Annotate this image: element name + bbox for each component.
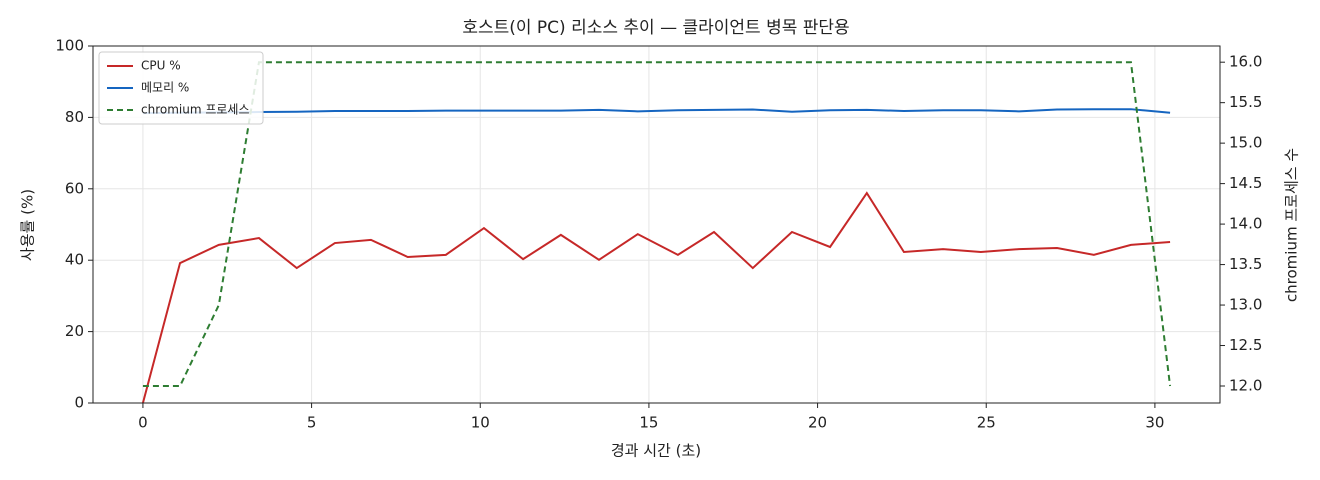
- x-axis-label: 경과 시간 (초): [611, 442, 701, 460]
- plot-area: [141, 61, 1172, 403]
- y2-axis-label: chromium 프로세스 수: [1283, 148, 1301, 302]
- plot-frame: [92, 45, 1221, 404]
- x-tick-label: 5: [307, 414, 317, 432]
- y2-tick-label: 16.0: [1229, 53, 1262, 71]
- y2-tick-label: 15.0: [1229, 134, 1262, 152]
- x-tick-label: 0: [138, 414, 148, 432]
- x-tick-label: 25: [977, 414, 996, 432]
- x-tick-label: 20: [808, 414, 827, 432]
- y-axis-label: 사용률 (%): [19, 189, 37, 261]
- legend: CPU % 메모리 % chromium 프로세스: [98, 51, 264, 125]
- legend-box: [98, 51, 264, 125]
- y2-tick-label: 13.0: [1229, 296, 1262, 314]
- series-line: [141, 191, 1171, 403]
- series-line: [142, 108, 1171, 115]
- legend-label: 메모리 %: [141, 81, 189, 95]
- y2-tick-label: 15.5: [1229, 93, 1262, 111]
- y2-tick-label: 12.0: [1229, 377, 1262, 395]
- series-line: [142, 61, 1172, 387]
- chart-title: 호스트(이 PC) 리소스 추이 — 클라이언트 병목 판단용: [462, 18, 849, 38]
- y-tick-label: 0: [74, 394, 84, 412]
- y-tick-label: 100: [55, 37, 84, 55]
- legend-label: chromium 프로세스: [141, 103, 250, 117]
- y2-tick-label: 14.0: [1229, 215, 1262, 233]
- x-tick-label: 10: [471, 414, 490, 432]
- legend-label: CPU %: [141, 59, 181, 73]
- x-tick-label: 30: [1145, 414, 1164, 432]
- y2-tick-label: 13.5: [1229, 255, 1262, 273]
- x-tick-label: 15: [639, 414, 658, 432]
- y-tick-label: 60: [65, 179, 84, 197]
- y2-tick-label: 14.5: [1229, 174, 1262, 192]
- y2-tick-label: 12.5: [1229, 336, 1262, 354]
- y-tick-label: 20: [65, 322, 84, 340]
- y-tick-label: 40: [65, 251, 84, 269]
- y-tick-label: 80: [65, 108, 84, 126]
